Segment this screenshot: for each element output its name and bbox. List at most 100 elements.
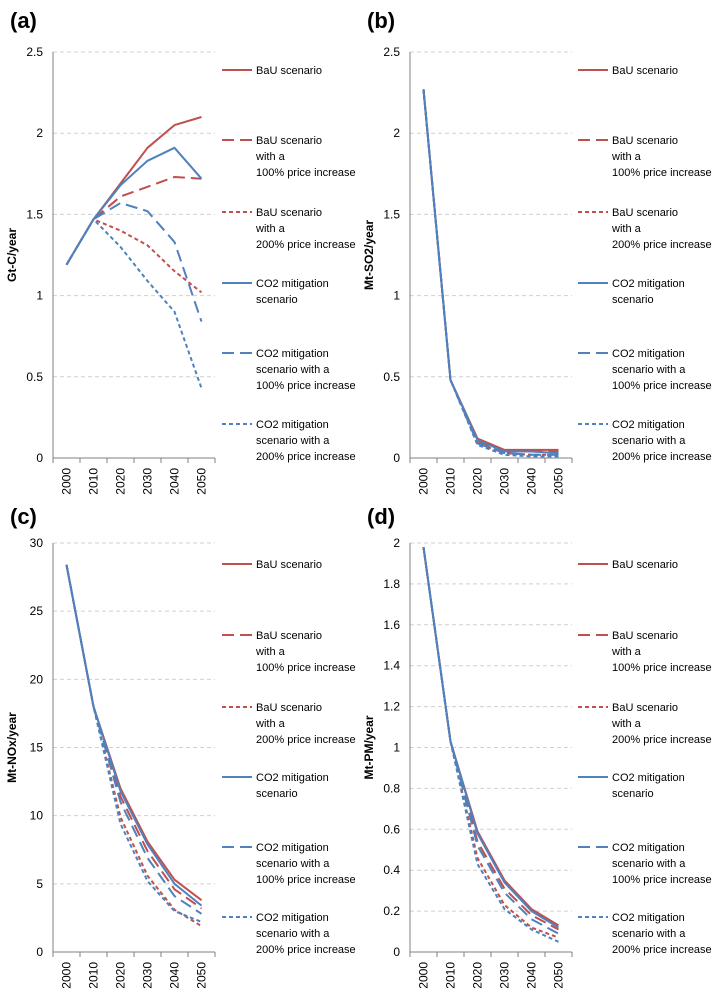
series-line-mit100 [65, 202, 203, 322]
y-tick-label: 1.4 [383, 659, 400, 673]
x-tick-label: 2000 [417, 962, 431, 989]
x-tick-label: 2040 [168, 468, 182, 495]
legend-label-mit: CO2 mitigation scenario [612, 772, 685, 800]
y-tick-label: 1 [393, 741, 400, 755]
y-tick-label: 1.8 [383, 577, 400, 591]
y-tick-label: 0.4 [383, 863, 400, 877]
series-line-bau [65, 116, 202, 266]
y-tick-label: 25 [30, 604, 44, 618]
series-line-bau200 [422, 89, 559, 456]
panel-label: (c) [10, 504, 37, 529]
legend-label-mit200: CO2 mitigation scenario with a 200% price … [256, 419, 356, 463]
y-tick-label: 10 [30, 809, 44, 823]
chart-panel-1: (b) 0 0.5 1 1.5 2 2.5 2000 2010 2020 2030 2040 2050 M… [362, 8, 712, 495]
y-axis-label: Mt-NOx/year [5, 712, 19, 783]
y-tick-label: 0.2 [383, 904, 400, 918]
legend-label-bau: BaU scenario [256, 559, 322, 571]
y-tick-label: 1.5 [26, 207, 43, 221]
panel-label: (d) [367, 504, 395, 529]
y-tick-label: 2.5 [383, 45, 400, 59]
legend-label-bau200: BaU scenario with a 200% price increase [611, 207, 712, 251]
chart-panel-0: (a) 0 0.5 1 1.5 2 2.5 2000 2010 2020 2030 2040 2050 G… [5, 8, 356, 495]
legend-label-bau100: BaU scenario with a 100% price increase [255, 630, 356, 674]
y-tick-label: 15 [30, 741, 44, 755]
y-tick-label: 1.5 [383, 207, 400, 221]
legend-label-mit200: CO2 mitigation scenario with a 200% price … [256, 912, 356, 956]
y-tick-label: 2 [393, 126, 400, 140]
legend-label-bau100: BaU scenario with a 100% price increase [611, 135, 712, 179]
legend-label-mit: CO2 mitigation scenario [612, 278, 685, 306]
y-axis-label: Mt-SO2/year [362, 220, 376, 290]
x-tick-label: 2040 [168, 962, 182, 989]
legend-label-bau200: BaU scenario with a 200% price increase [255, 702, 356, 746]
series-line-bau100 [65, 176, 202, 266]
y-tick-label: 1.6 [383, 618, 400, 632]
x-tick-label: 2030 [498, 962, 512, 989]
y-tick-label: 2.5 [26, 45, 43, 59]
y-tick-label: 0.5 [383, 370, 400, 384]
legend-label-mit200: CO2 mitigation scenario with a 200% price … [612, 912, 712, 956]
series-line-bau200 [422, 546, 559, 939]
x-tick-label: 2050 [195, 468, 209, 495]
series-line-mit [65, 564, 203, 907]
legend-label-mit: CO2 mitigation scenario [256, 278, 329, 306]
legend-label-bau100: BaU scenario with a 100% price increase [255, 135, 356, 179]
series-line-bau200 [65, 564, 203, 927]
panel-label: (a) [10, 8, 37, 33]
x-tick-label: 2050 [552, 468, 566, 495]
legend-label-bau200: BaU scenario with a 200% price increase [611, 702, 712, 746]
y-tick-label: 1.2 [383, 700, 400, 714]
x-tick-label: 2030 [498, 468, 512, 495]
series-line-mit200 [422, 89, 559, 458]
legend-label-bau: BaU scenario [256, 65, 322, 77]
x-tick-label: 2010 [444, 468, 458, 495]
legend-label-bau200: BaU scenario with a 200% price increase [255, 207, 356, 251]
x-tick-label: 2030 [141, 468, 155, 495]
y-tick-label: 2 [393, 536, 400, 550]
series-line-mit100 [422, 546, 559, 935]
x-tick-label: 2050 [552, 962, 566, 989]
legend-label-mit100: CO2 mitigation scenario with a 100% price … [256, 842, 356, 886]
legend-label-mit: CO2 mitigation scenario [256, 772, 329, 800]
x-tick-label: 2020 [471, 962, 485, 989]
y-axis-label: Mt-PM/year [362, 715, 376, 779]
series-line-bau [422, 89, 559, 451]
panel-label: (b) [367, 8, 395, 33]
y-tick-label: 2 [36, 126, 43, 140]
legend-label-mit100: CO2 mitigation scenario with a 100% price … [612, 842, 712, 886]
series-line-bau [65, 564, 203, 901]
y-tick-label: 30 [30, 536, 44, 550]
legend-label-bau100: BaU scenario with a 100% price increase [611, 630, 712, 674]
series-line-bau100 [65, 564, 203, 910]
series-line-mit200 [65, 218, 203, 389]
series-line-mit200 [65, 564, 202, 923]
x-tick-label: 2040 [525, 962, 539, 989]
chart-panel-3: (d) 0 0.2 0.4 0.6 0.8 1 1.2 1.4 1.6 1.8 2 2000 2010 20… [362, 504, 712, 989]
x-tick-label: 2020 [471, 468, 485, 495]
x-tick-label: 2000 [60, 962, 74, 989]
x-tick-label: 2020 [114, 468, 128, 495]
y-tick-label: 0 [393, 451, 400, 465]
x-tick-label: 2050 [195, 962, 209, 989]
x-tick-label: 2020 [114, 962, 128, 989]
y-tick-label: 0 [393, 945, 400, 959]
y-tick-label: 0.5 [26, 370, 43, 384]
series-line-mit [422, 89, 559, 455]
x-tick-label: 2010 [87, 468, 101, 495]
x-tick-label: 2000 [60, 468, 74, 495]
y-tick-label: 0 [36, 945, 43, 959]
legend-label-mit100: CO2 mitigation scenario with a 100% price … [256, 348, 356, 392]
y-tick-label: 20 [30, 672, 44, 686]
legend-label-mit200: CO2 mitigation scenario with a 200% price … [612, 419, 712, 463]
y-tick-label: 1 [36, 289, 43, 303]
series-line-bau100 [422, 546, 559, 931]
legend-label-bau: BaU scenario [612, 559, 678, 571]
y-tick-label: 5 [36, 877, 43, 891]
series-line-mit100 [65, 564, 203, 915]
legend-label-mit100: CO2 mitigation scenario with a 100% price … [612, 348, 712, 392]
series-line-bau100 [422, 89, 559, 453]
chart-panel-2: (c) 0 5 10 15 20 25 30 2000 2010 2020 2030 2040 2050 M… [5, 504, 356, 989]
y-tick-label: 1 [393, 289, 400, 303]
x-tick-label: 2030 [141, 962, 155, 989]
